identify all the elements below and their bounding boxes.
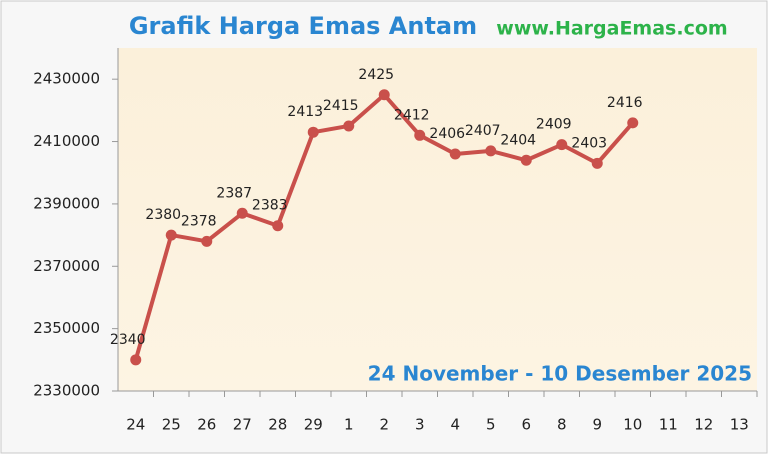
- x-tick-label: 25: [162, 416, 181, 434]
- data-point: [343, 120, 355, 132]
- plot-area: [118, 48, 757, 391]
- data-label: 2412: [394, 107, 430, 123]
- data-label: 2387: [216, 185, 252, 201]
- data-label: 2404: [500, 132, 536, 148]
- x-tick-label: 9: [592, 416, 602, 434]
- x-tick-label: 2: [379, 416, 389, 434]
- data-point: [130, 354, 142, 366]
- x-tick-label: 8: [557, 416, 567, 434]
- date-range-annotation: 24 November - 10 Desember 2025: [368, 362, 752, 386]
- data-point: [307, 126, 319, 138]
- data-label: 2403: [571, 135, 607, 151]
- data-point: [591, 157, 603, 169]
- data-label: 2383: [252, 198, 288, 214]
- data-label: 2340: [110, 332, 146, 348]
- y-tick-label: 2370000: [33, 257, 100, 275]
- y-tick-label: 2330000: [33, 382, 100, 400]
- x-tick-label: 28: [268, 416, 287, 434]
- x-tick-label: 27: [233, 416, 252, 434]
- y-tick-label: 2410000: [33, 132, 100, 150]
- chart-title: Grafik Harga Emas Antam: [129, 12, 477, 40]
- data-point: [414, 129, 426, 141]
- data-point: [449, 148, 461, 160]
- x-tick-label: 11: [659, 416, 678, 434]
- data-point: [236, 207, 248, 219]
- x-tick-label: 24: [126, 416, 145, 434]
- data-label: 2413: [287, 104, 323, 120]
- data-point: [165, 229, 177, 241]
- y-tick-label: 2390000: [33, 194, 100, 212]
- data-label: 2407: [465, 123, 501, 139]
- x-tick-label: 13: [730, 416, 749, 434]
- x-tick-label: 12: [694, 416, 713, 434]
- data-label: 2409: [536, 117, 572, 133]
- data-point: [378, 89, 390, 101]
- x-tick-label: 10: [623, 416, 642, 434]
- data-point: [201, 235, 213, 247]
- data-point: [627, 117, 639, 129]
- x-tick-label: 26: [197, 416, 216, 434]
- data-point: [272, 220, 284, 232]
- data-point: [520, 154, 532, 166]
- x-tick-label: 4: [450, 416, 460, 434]
- x-tick-label: 6: [521, 416, 531, 434]
- data-label: 2406: [429, 126, 465, 142]
- y-tick-label: 2430000: [33, 70, 100, 88]
- data-label: 2415: [323, 98, 359, 114]
- y-tick-label: 2350000: [33, 319, 100, 337]
- x-tick-label: 1: [344, 416, 354, 434]
- x-tick-label: 29: [304, 416, 323, 434]
- chart-subtitle: www.HargaEmas.com: [496, 18, 727, 40]
- data-label: 2425: [358, 67, 394, 83]
- data-point: [556, 139, 568, 151]
- x-tick-label: 3: [415, 416, 425, 434]
- data-label: 2416: [607, 95, 643, 111]
- data-label: 2380: [145, 207, 181, 223]
- data-point: [485, 145, 497, 157]
- x-tick-label: 5: [486, 416, 496, 434]
- data-label: 2378: [181, 213, 217, 229]
